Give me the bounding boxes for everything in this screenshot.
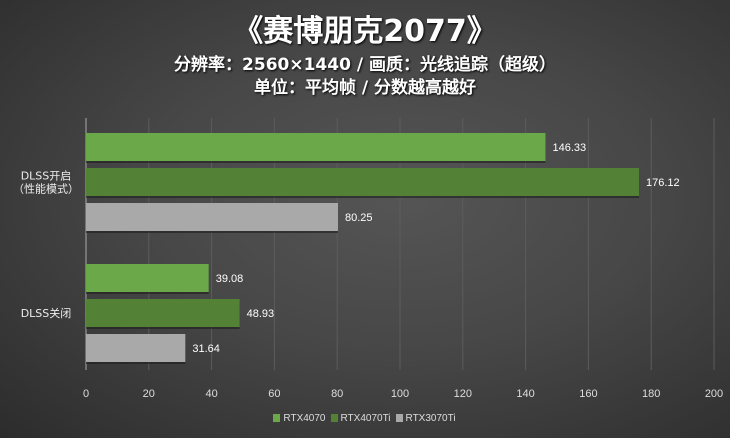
x-tick-label: 120 <box>454 388 472 400</box>
data-label: 80.25 <box>345 212 373 224</box>
chart-subtitle: 分辨率：2560×1440 / 画质：光线追踪（超级） <box>174 55 556 75</box>
bar-rtx4070ti <box>86 299 240 327</box>
chart-subtitle-units: 单位：平均帧 / 分数越高越好 <box>253 78 477 98</box>
data-label: 48.93 <box>247 308 275 320</box>
legend-swatch <box>395 414 403 422</box>
data-label: 39.08 <box>216 273 244 285</box>
legend-label: RTX4070 <box>283 413 326 424</box>
x-tick-label: 80 <box>331 388 343 400</box>
data-label: 146.33 <box>552 142 586 154</box>
x-tick-label: 40 <box>205 388 217 400</box>
x-tick-label: 200 <box>705 388 723 400</box>
data-label: 31.64 <box>192 343 220 355</box>
legend-label: RTX4070Ti <box>340 413 391 424</box>
x-tick-label: 20 <box>143 388 155 400</box>
x-tick-label: 60 <box>268 388 280 400</box>
category-label: DLSS开启 <box>21 170 72 183</box>
x-tick-label: 0 <box>83 388 89 400</box>
bar-rtx3070ti <box>86 334 186 362</box>
legend: RTX4070 RTX4070Ti RTX3070Ti <box>0 413 730 424</box>
data-label: 176.12 <box>646 177 680 189</box>
x-tick-label: 160 <box>579 388 597 400</box>
x-tick-label: 100 <box>391 388 409 400</box>
x-tick-label: 140 <box>516 388 534 400</box>
category-label: （性能模式） <box>13 182 79 196</box>
x-tick-label: 180 <box>642 388 660 400</box>
bar-rtx4070 <box>86 133 546 161</box>
bar-rtx4070 <box>86 264 209 292</box>
bar-rtx4070ti <box>86 168 640 196</box>
category-label: DLSS关闭 <box>21 306 72 320</box>
chart-title: 《赛博朋克2077》 <box>233 14 497 49</box>
legend-swatch <box>273 414 281 422</box>
legend-label: RTX3070Ti <box>405 413 456 424</box>
legend-swatch <box>330 414 338 422</box>
bar-rtx3070ti <box>86 203 338 231</box>
